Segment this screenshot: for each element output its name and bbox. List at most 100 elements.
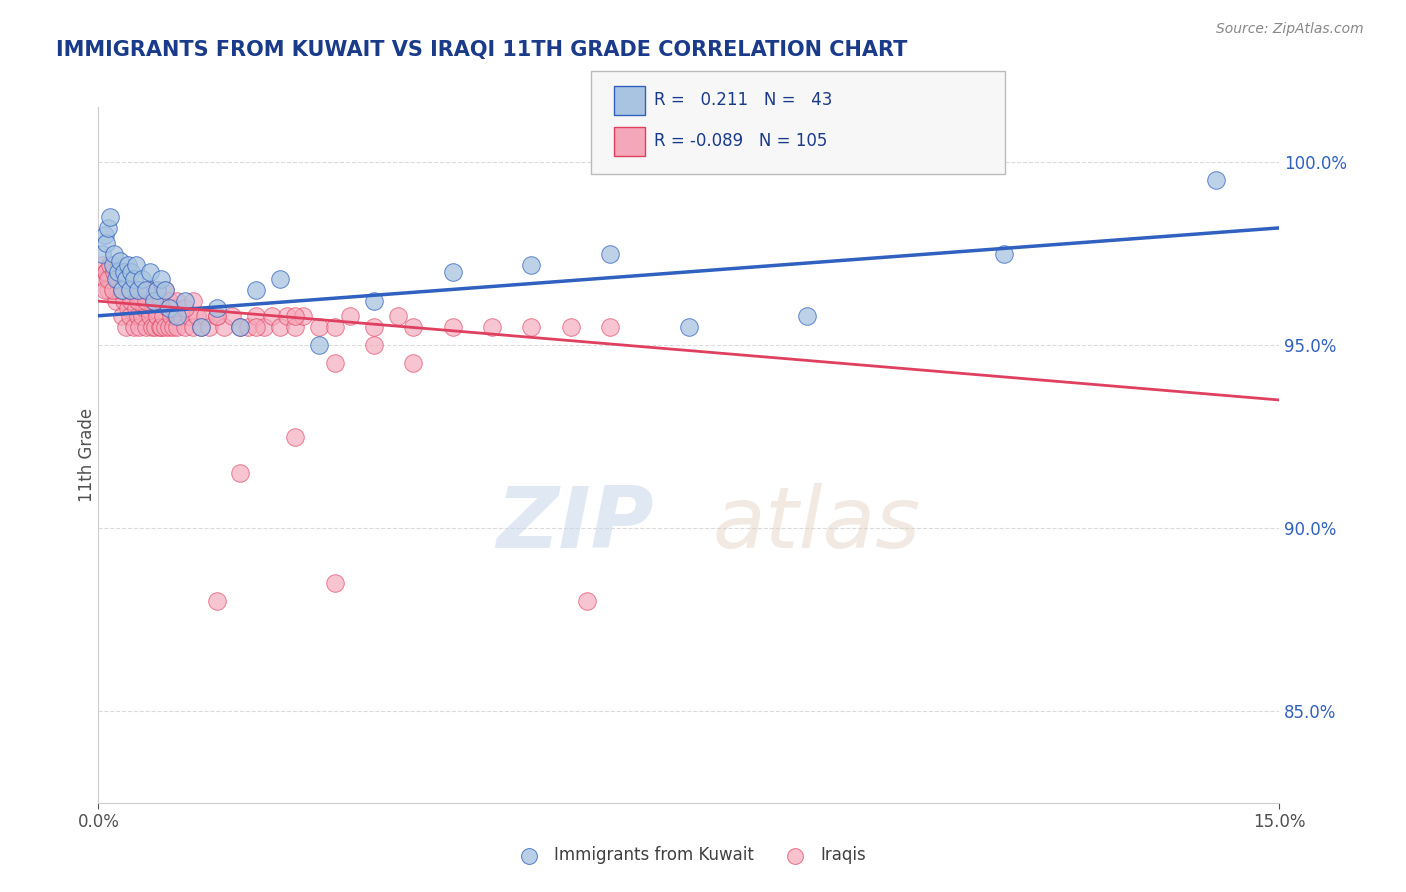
- Text: IMMIGRANTS FROM KUWAIT VS IRAQI 11TH GRADE CORRELATION CHART: IMMIGRANTS FROM KUWAIT VS IRAQI 11TH GRA…: [56, 40, 908, 60]
- Point: [131, 272, 153, 286]
- Point: [245, 283, 267, 297]
- Point: [131, 309, 153, 323]
- Point: [127, 309, 149, 323]
- Point: [142, 294, 165, 309]
- Point: [101, 283, 124, 297]
- Point: [118, 283, 141, 297]
- Point: [796, 309, 818, 323]
- Point: [115, 319, 138, 334]
- Point: [93, 228, 115, 243]
- Legend: Immigrants from Kuwait, Iraqis: Immigrants from Kuwait, Iraqis: [505, 839, 873, 871]
- Point: [245, 319, 267, 334]
- Point: [253, 319, 276, 334]
- Point: [481, 319, 503, 334]
- Point: [402, 356, 425, 370]
- Point: [165, 309, 187, 323]
- Point: [284, 429, 307, 443]
- Point: [160, 309, 183, 323]
- Point: [97, 272, 120, 286]
- Point: [104, 272, 127, 286]
- Point: [402, 319, 425, 334]
- Point: [284, 309, 307, 323]
- Point: [323, 319, 346, 334]
- Point: [111, 283, 134, 297]
- Point: [142, 294, 165, 309]
- Point: [155, 319, 177, 334]
- Point: [115, 272, 138, 286]
- Point: [97, 220, 120, 235]
- Point: [221, 309, 243, 323]
- Point: [127, 283, 149, 297]
- Point: [118, 283, 141, 297]
- Point: [308, 338, 330, 352]
- Point: [441, 265, 464, 279]
- Point: [205, 301, 228, 316]
- Point: [157, 319, 180, 334]
- Point: [260, 309, 283, 323]
- Point: [122, 272, 145, 286]
- Point: [122, 283, 145, 297]
- Point: [156, 301, 179, 316]
- Point: [363, 294, 385, 309]
- Point: [174, 319, 197, 334]
- Point: [135, 294, 157, 309]
- Point: [103, 265, 125, 279]
- Point: [107, 272, 129, 286]
- Point: [115, 272, 138, 286]
- Point: [111, 309, 134, 323]
- Point: [194, 309, 217, 323]
- Point: [117, 258, 139, 272]
- Point: [205, 309, 228, 323]
- Point: [174, 301, 197, 316]
- Point: [229, 319, 252, 334]
- Text: R =   0.211   N =   43: R = 0.211 N = 43: [654, 91, 832, 109]
- Point: [91, 258, 114, 272]
- Point: [122, 319, 145, 334]
- Point: [155, 283, 177, 297]
- Point: [560, 319, 582, 334]
- Text: ZIP: ZIP: [496, 483, 654, 566]
- Point: [132, 301, 155, 316]
- Point: [387, 309, 409, 323]
- Point: [110, 253, 132, 268]
- Point: [323, 356, 346, 370]
- Point: [186, 309, 208, 323]
- Point: [103, 265, 125, 279]
- Point: [276, 309, 298, 323]
- Point: [98, 210, 121, 224]
- Point: [157, 294, 180, 309]
- Point: [125, 301, 148, 316]
- Point: [197, 319, 219, 334]
- Point: [1205, 173, 1227, 187]
- Point: [107, 283, 129, 297]
- Point: [146, 283, 169, 297]
- Point: [166, 294, 188, 309]
- Point: [135, 283, 157, 297]
- Point: [101, 258, 124, 272]
- Point: [993, 246, 1015, 260]
- Point: [142, 301, 165, 316]
- Point: [104, 294, 127, 309]
- Point: [190, 319, 212, 334]
- Point: [177, 309, 200, 323]
- Point: [155, 283, 177, 297]
- Point: [135, 319, 157, 334]
- Point: [131, 283, 153, 297]
- Point: [520, 258, 543, 272]
- Point: [190, 319, 212, 334]
- Point: [166, 309, 188, 323]
- Point: [308, 319, 330, 334]
- Point: [269, 272, 291, 286]
- Point: [149, 319, 172, 334]
- Point: [181, 319, 204, 334]
- Point: [214, 319, 236, 334]
- Point: [363, 338, 385, 352]
- Point: [150, 294, 173, 309]
- Point: [205, 309, 228, 323]
- Point: [678, 319, 700, 334]
- Point: [146, 309, 169, 323]
- Point: [229, 467, 252, 481]
- Y-axis label: 11th Grade: 11th Grade: [79, 408, 96, 502]
- Point: [138, 309, 160, 323]
- Point: [284, 319, 307, 334]
